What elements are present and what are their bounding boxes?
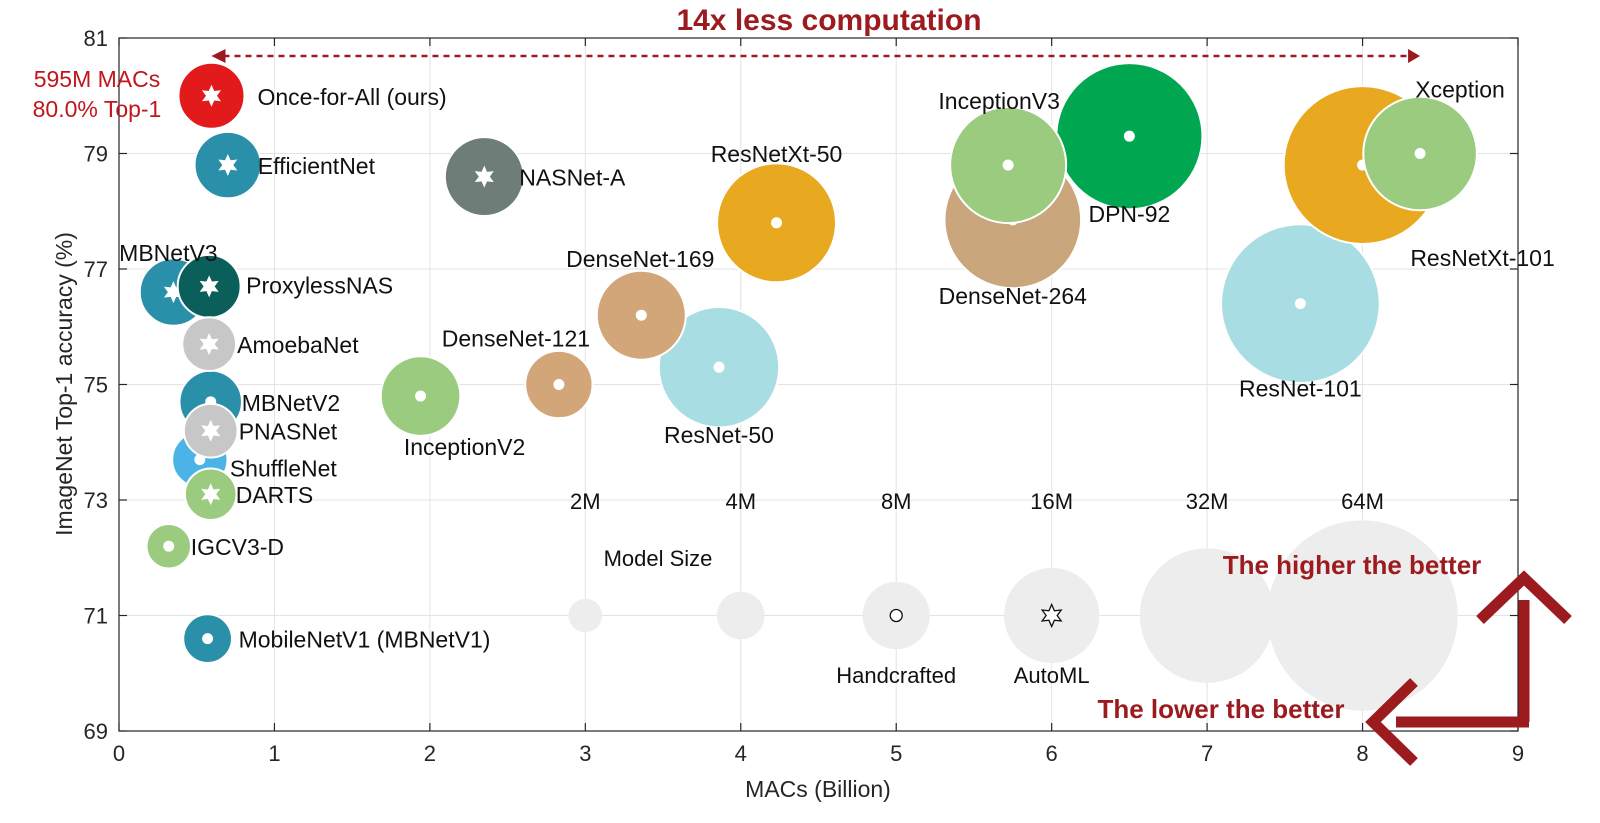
handcrafted-marker-icon bbox=[889, 608, 903, 623]
point-label: PNASNet bbox=[239, 419, 338, 445]
point-label: ResNet-101 bbox=[1239, 376, 1362, 402]
x-tick-label: 9 bbox=[1512, 741, 1524, 766]
automl-star-icon bbox=[201, 483, 221, 506]
lower-better-label: The lower the better bbox=[1097, 694, 1344, 724]
point-label: InceptionV3 bbox=[938, 88, 1059, 114]
point-label: Once-for-All (ours) bbox=[257, 84, 446, 110]
automl-star-icon bbox=[199, 333, 219, 356]
marker-legend-label: AutoML bbox=[1014, 663, 1090, 688]
marker-legend-label: Handcrafted bbox=[836, 663, 956, 688]
point-label: DenseNet-121 bbox=[442, 326, 590, 352]
size-legend-title: Model Size bbox=[604, 546, 713, 571]
x-tick-label: 2 bbox=[424, 741, 436, 766]
y-tick-label: 75 bbox=[84, 373, 108, 398]
chart-title: 14x less computation bbox=[676, 4, 981, 37]
point-label: NASNet-A bbox=[519, 165, 626, 191]
automl-star-icon bbox=[218, 154, 238, 177]
x-tick-label: 8 bbox=[1356, 741, 1368, 766]
handcrafted-dot-icon bbox=[1294, 298, 1306, 310]
annotation-layer: 14x less computation 595M MACs 80.0% Top… bbox=[33, 4, 1572, 802]
size-legend-label: 4M bbox=[725, 489, 756, 514]
handcrafted-dot-icon bbox=[163, 540, 175, 552]
point-label: ShuffleNet bbox=[230, 456, 338, 482]
higher-better-label: The higher the better bbox=[1223, 550, 1482, 580]
y-tick-label: 81 bbox=[84, 26, 108, 51]
size-legend-bubble bbox=[568, 598, 603, 633]
y-tick-label: 69 bbox=[84, 719, 108, 744]
point-label: DenseNet-264 bbox=[939, 283, 1088, 309]
point-label: ProxylessNAS bbox=[246, 272, 393, 298]
point-label: DARTS bbox=[236, 482, 314, 508]
point-label: EfficientNet bbox=[258, 153, 376, 179]
handcrafted-dot-icon bbox=[1123, 130, 1135, 142]
ofa-top1-note: 80.0% Top-1 bbox=[33, 96, 162, 122]
point-label: MobileNetV1 (MBNetV1) bbox=[239, 627, 491, 653]
x-tick-label: 5 bbox=[890, 741, 902, 766]
handcrafted-dot-icon bbox=[713, 361, 725, 373]
x-tick-label: 6 bbox=[1046, 741, 1058, 766]
automl-star-icon bbox=[474, 165, 494, 188]
size-legend: 2M 4M 8M Handcrafted 16M AutoML 32M 64M bbox=[568, 489, 1458, 711]
automl-star-icon bbox=[199, 275, 219, 298]
automl-star-icon bbox=[201, 84, 222, 107]
y-tick-label: 79 bbox=[84, 142, 108, 167]
point-label: ResNetXt-101 bbox=[1410, 245, 1554, 271]
handcrafted-dot-icon bbox=[553, 379, 565, 390]
x-tick-label: 4 bbox=[735, 741, 747, 766]
tick-layer: 0 1 2 3 4 5 6 7 8 9 69 71 73 75 77 79 81 bbox=[84, 26, 1525, 766]
point-label: Xception bbox=[1415, 77, 1505, 103]
size-legend-bubble bbox=[716, 591, 765, 640]
point-label: InceptionV2 bbox=[404, 434, 525, 460]
automl-marker-icon bbox=[1040, 602, 1063, 629]
x-tick-label: 0 bbox=[113, 741, 125, 766]
size-legend-label: 32M bbox=[1186, 489, 1229, 514]
size-legend-label: 2M bbox=[570, 489, 601, 514]
y-tick-label: 77 bbox=[84, 257, 108, 282]
x-axis-label: MACs (Billion) bbox=[745, 776, 891, 802]
handcrafted-dot-icon bbox=[771, 217, 783, 229]
point-label: IGCV3-D bbox=[191, 534, 284, 560]
y-tick-label: 73 bbox=[84, 488, 108, 513]
handcrafted-dot-icon bbox=[1414, 148, 1426, 159]
handcrafted-dot-icon bbox=[1002, 159, 1014, 171]
handcrafted-dot-icon bbox=[202, 633, 214, 645]
point-label: MBNetV3 bbox=[119, 240, 217, 266]
size-legend-label: 64M bbox=[1341, 489, 1384, 514]
arrow-head-left-icon bbox=[211, 49, 226, 63]
x-tick-label: 1 bbox=[268, 741, 280, 766]
point-label: AmoebaNet bbox=[237, 332, 359, 358]
size-legend-label: 16M bbox=[1030, 489, 1073, 514]
size-legend-bubble bbox=[1267, 520, 1458, 711]
automl-star-icon bbox=[201, 419, 221, 442]
handcrafted-dot-icon bbox=[635, 309, 647, 321]
point-label: ResNet-50 bbox=[664, 422, 774, 448]
arrow-head-right-icon bbox=[1408, 49, 1421, 63]
point-label: DPN-92 bbox=[1088, 201, 1170, 227]
handcrafted-dot-icon bbox=[415, 390, 427, 402]
ofa-macs-note: 595M MACs bbox=[34, 66, 161, 92]
size-legend-bubble bbox=[1139, 548, 1275, 683]
x-tick-label: 3 bbox=[579, 741, 591, 766]
up-arrow-head-icon bbox=[1476, 570, 1572, 624]
automl-star-icon bbox=[163, 281, 183, 304]
point-label: ResNetXt-50 bbox=[711, 141, 843, 167]
y-tick-label: 71 bbox=[84, 604, 108, 629]
x-tick-label: 7 bbox=[1201, 741, 1213, 766]
left-arrow-head-icon bbox=[1365, 678, 1418, 766]
bubble-layer bbox=[138, 61, 1478, 664]
size-legend-label: 8M bbox=[881, 489, 912, 514]
point-label: MBNetV2 bbox=[242, 390, 340, 416]
point-label: DenseNet-169 bbox=[566, 246, 714, 272]
point-label-layer: Once-for-All (ours) EfficientNet NASNet-A M… bbox=[119, 77, 1555, 653]
y-axis-label: ImageNet Top-1 accuracy (%) bbox=[51, 232, 77, 536]
